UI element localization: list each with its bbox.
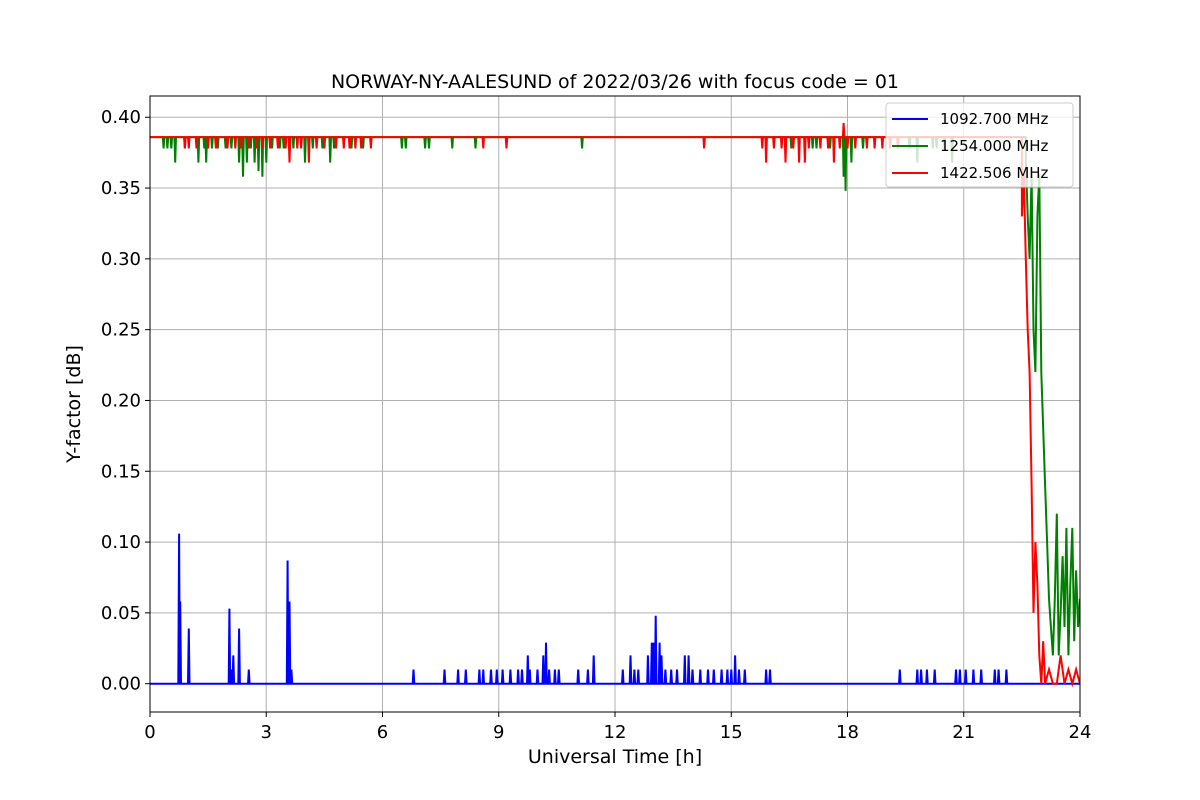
legend-label-1422-506-mhz: 1422.506 MHz: [940, 164, 1049, 182]
x-tick-label: 15: [720, 722, 743, 743]
x-tick-label: 18: [836, 722, 859, 743]
y-tick-label: 0.05: [101, 603, 141, 624]
legend-label-1092-700-mhz: 1092.700 MHz: [940, 110, 1049, 128]
legend-label-1254-000-mhz: 1254.000 MHz: [940, 137, 1049, 155]
y-tick-label: 0.15: [101, 461, 141, 482]
y-axis-label: Y-factor [dB]: [63, 345, 85, 464]
y-tick-label: 0.25: [101, 320, 141, 341]
x-tick-label: 9: [493, 722, 504, 743]
x-tick-label: 0: [144, 722, 155, 743]
y-tick-label: 0.35: [101, 178, 141, 199]
x-tick-label: 24: [1069, 722, 1092, 743]
legend: 1092.700 MHz 1254.000 MHz 1422.506 MHz: [885, 102, 1074, 188]
series-line-1422-506-mhz: [150, 122, 1080, 688]
chart-title: NORWAY-NY-AALESUND of 2022/03/26 with fo…: [331, 71, 899, 93]
x-tick-label: 6: [377, 722, 388, 743]
y-tick-label: 0.00: [101, 674, 141, 695]
y-tick-label: 0.20: [101, 390, 141, 411]
y-tick-label: 0.30: [101, 249, 141, 270]
x-tick-label: 3: [261, 722, 272, 743]
y-tick-label: 0.10: [101, 532, 141, 553]
y-axis: 0.00 0.05 0.10 0.15 0.20 0.25 0.30 0.35 0.40: [101, 107, 150, 695]
legend-box: [885, 102, 1074, 188]
y-tick-label: 0.40: [101, 107, 141, 128]
x-axis-label: Universal Time [h]: [528, 746, 702, 768]
x-tick-label: 12: [604, 722, 627, 743]
series-line-1092-700-mhz: [150, 533, 1080, 685]
x-axis: 0 3 6 9 12 15 18 21 24: [144, 712, 1091, 743]
x-tick-label: 21: [952, 722, 975, 743]
